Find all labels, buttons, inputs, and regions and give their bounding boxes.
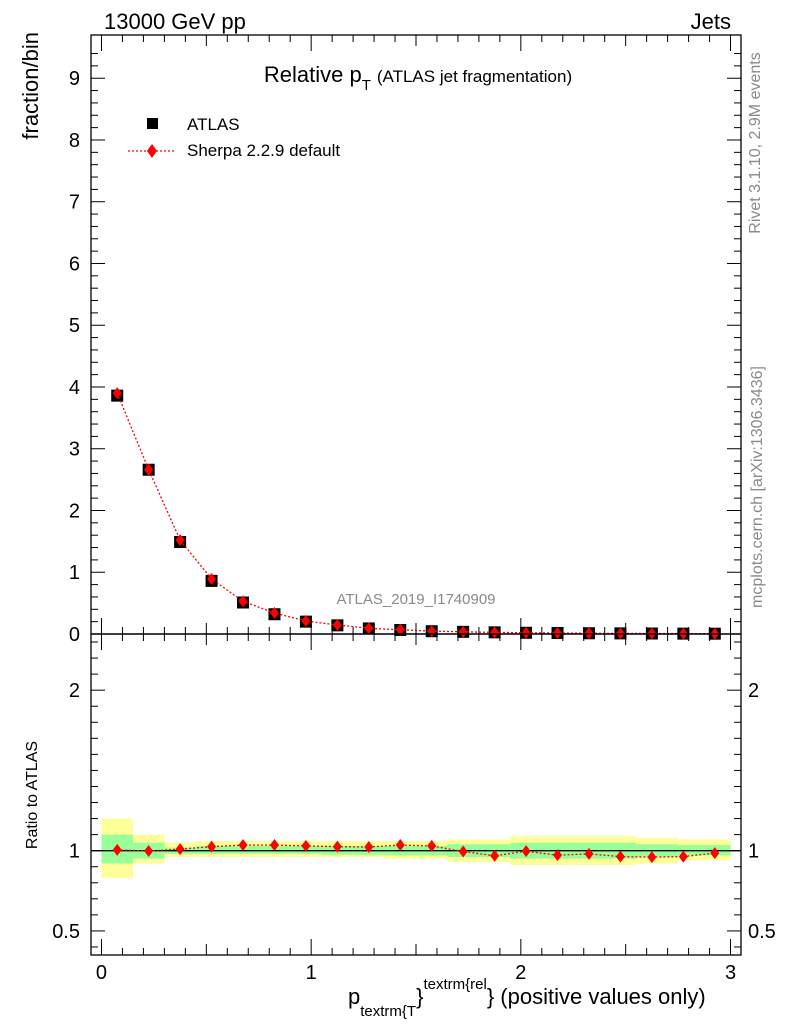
ratio-data-point bbox=[427, 839, 437, 852]
ratio-data-point bbox=[175, 843, 185, 856]
main-y-tick-label: 8 bbox=[69, 130, 80, 152]
sherpa-data-point bbox=[553, 627, 563, 640]
sherpa-data-point bbox=[269, 607, 279, 620]
header-energy-label: 13000 GeV pp bbox=[104, 9, 246, 34]
side-text-rivet: Rivet 3.1.10, 2.9M events bbox=[747, 52, 764, 233]
ratio-data-point bbox=[647, 851, 657, 864]
ratio-y-tick-label-right: 2 bbox=[748, 680, 759, 702]
header-process-label: Jets bbox=[691, 9, 731, 34]
x-axis-label: ptextrm{T}textrm{rel} (positive values o… bbox=[348, 976, 706, 1020]
legend-atlas-label: ATLAS bbox=[187, 115, 240, 134]
ratio-data-point bbox=[301, 839, 311, 852]
ratio-data-point bbox=[490, 849, 500, 862]
sherpa-data-point bbox=[238, 595, 248, 608]
main-title: Relative pT (ATLAS jet fragmentation) bbox=[264, 62, 572, 94]
main-axis-ticks: 0 1 2 3 4 5 6 7 8 9 bbox=[69, 35, 741, 646]
sherpa-data-point bbox=[364, 622, 374, 635]
ratio-data-point bbox=[395, 839, 405, 852]
ratio-data-point bbox=[584, 847, 594, 860]
main-y-tick-label: 1 bbox=[69, 562, 80, 584]
sherpa-data-point bbox=[332, 619, 342, 632]
analysis-watermark: ATLAS_2019_I1740909 bbox=[336, 591, 495, 608]
ratio-data-point bbox=[269, 839, 279, 852]
ratio-y-tick-label-right: 1 bbox=[748, 841, 759, 863]
ratio-data-marks bbox=[112, 839, 720, 864]
sherpa-data-point bbox=[490, 626, 500, 639]
ratio-data-point bbox=[615, 850, 625, 863]
ratio-data-point bbox=[207, 840, 217, 853]
ratio-data-point bbox=[332, 840, 342, 853]
sherpa-data-point bbox=[207, 573, 217, 586]
sherpa-data-point bbox=[144, 463, 154, 476]
sherpa-data-point bbox=[395, 623, 405, 636]
ratio-plot-frame bbox=[90, 633, 742, 956]
ratio-data-point bbox=[710, 847, 720, 860]
main-y-tick-label: 7 bbox=[69, 192, 80, 214]
main-y-tick-label: 6 bbox=[69, 253, 80, 275]
side-text-mcplots: mcplots.cern.ch [arXiv:1306.3436] bbox=[749, 366, 766, 608]
legend-sherpa-marker bbox=[147, 144, 157, 158]
ratio-y-tick-label: 1 bbox=[69, 841, 80, 863]
main-y-tick-label: 2 bbox=[69, 500, 80, 522]
ratio-data-point bbox=[553, 849, 563, 862]
x-tick-label: 3 bbox=[725, 962, 736, 984]
legend-atlas-marker bbox=[147, 118, 158, 129]
ratio-y-tick-label-right: 0.5 bbox=[748, 921, 776, 943]
x-tick-label: 2 bbox=[515, 962, 526, 984]
legend-sherpa-label: Sherpa 2.2.9 default bbox=[187, 141, 340, 160]
sherpa-data-point bbox=[521, 626, 531, 639]
main-y-tick-label: 9 bbox=[69, 68, 80, 90]
ratio-y-axis-label: Ratio to ATLAS bbox=[24, 741, 41, 849]
main-y-tick-label: 3 bbox=[69, 439, 80, 461]
main-panel: fraction/bin Relative pT (ATLAS jet fragm… bbox=[18, 32, 742, 646]
ratio-uncertainty-bands bbox=[101, 818, 731, 878]
sherpa-data-point bbox=[584, 627, 594, 640]
ratio-data-point bbox=[458, 845, 468, 858]
main-legend: ATLAS Sherpa 2.2.9 default bbox=[128, 115, 340, 160]
ratio-panel: Ratio to ATLAS 0.5 0.5 1 1 2 2 0 1 2 3 ptextrm{T}… bbox=[24, 633, 776, 1020]
x-tick-label: 1 bbox=[306, 962, 317, 984]
main-y-tick-label: 4 bbox=[69, 377, 80, 399]
ratio-data-point bbox=[238, 839, 248, 852]
ratio-data-point bbox=[112, 843, 122, 856]
x-tick-label: 0 bbox=[96, 962, 107, 984]
ratio-data-point bbox=[678, 850, 688, 863]
ratio-inner-band bbox=[258, 845, 322, 854]
ratio-data-point bbox=[521, 845, 531, 858]
sherpa-data-point bbox=[458, 625, 468, 638]
main-data-marks bbox=[111, 387, 721, 640]
main-y-axis-label: fraction/bin bbox=[18, 32, 43, 140]
ratio-data-point bbox=[144, 844, 154, 857]
ratio-axis-ticks: 0.5 0.5 1 1 2 2 0 1 2 3 bbox=[52, 634, 776, 984]
ratio-data-point bbox=[364, 840, 374, 853]
sherpa-data-point bbox=[112, 387, 122, 400]
ratio-y-tick-label: 0.5 bbox=[52, 921, 80, 943]
sherpa-data-point bbox=[301, 615, 311, 628]
main-y-tick-label: 0 bbox=[69, 624, 80, 646]
ratio-y-tick-label: 2 bbox=[69, 680, 80, 702]
sherpa-data-point bbox=[175, 534, 185, 547]
ratio-inner-band bbox=[195, 845, 259, 854]
main-y-tick-label: 5 bbox=[69, 315, 80, 337]
